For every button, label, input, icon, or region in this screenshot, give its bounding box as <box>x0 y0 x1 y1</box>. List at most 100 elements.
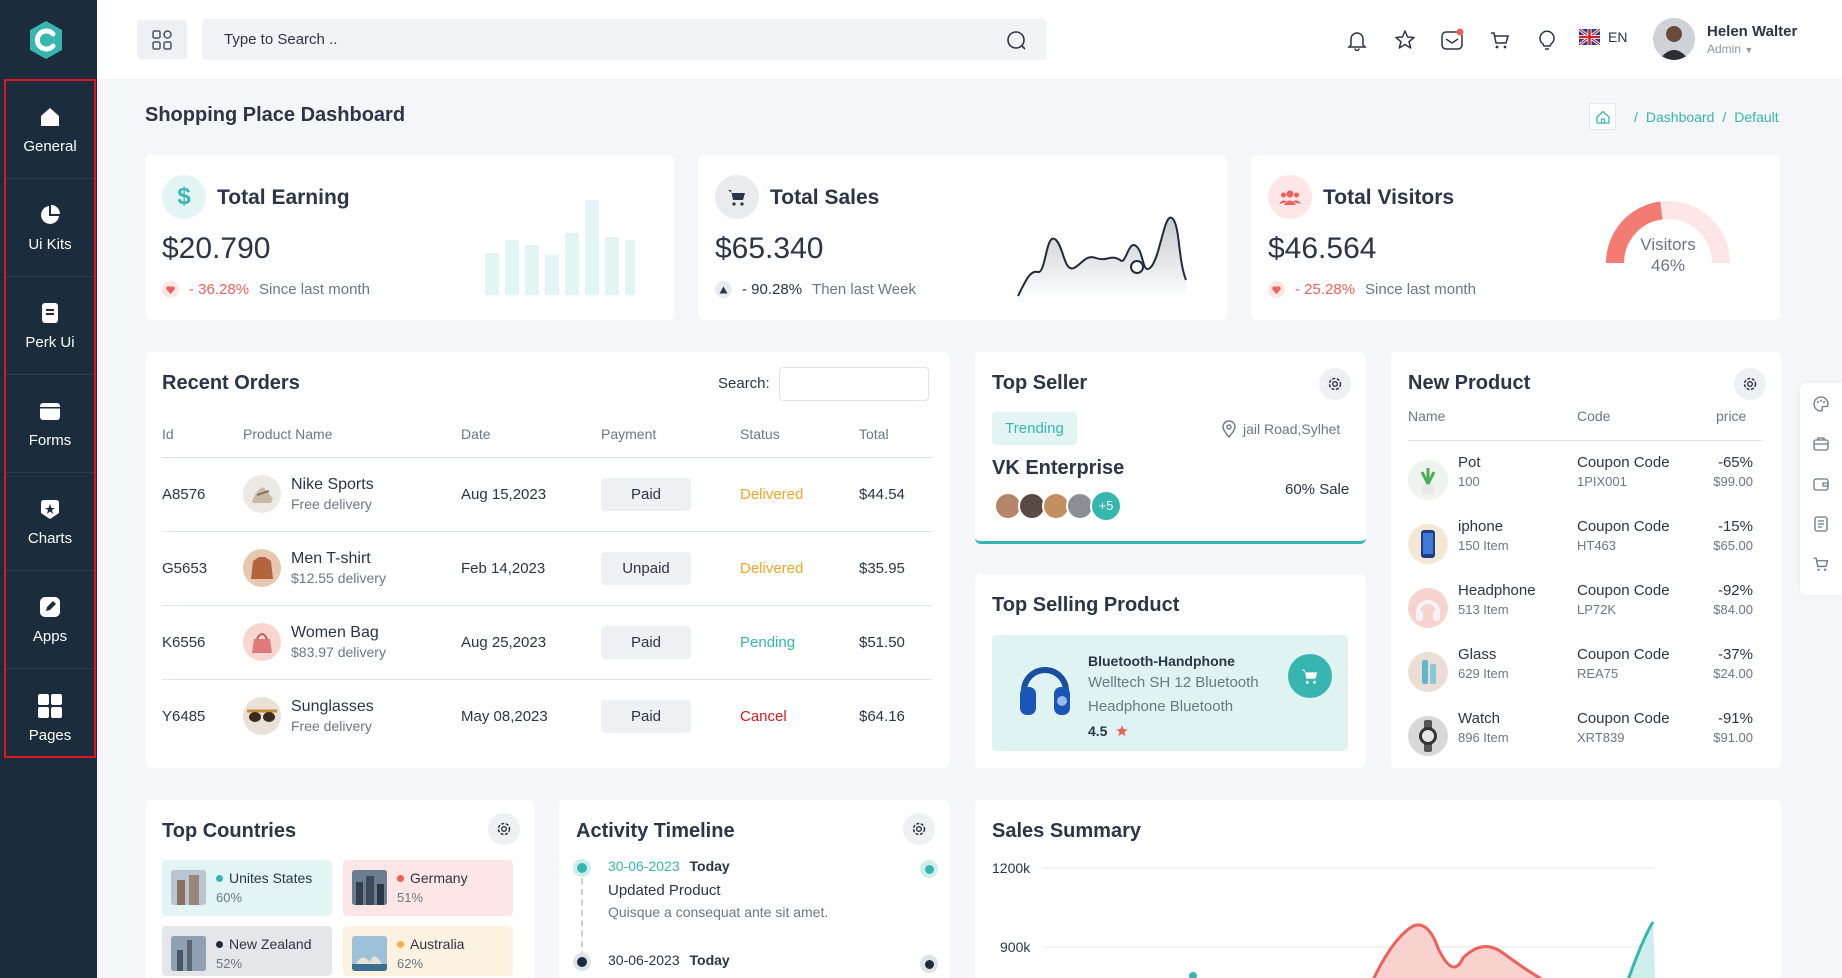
sidebar-item-charts[interactable]: Charts <box>6 473 94 571</box>
list-item[interactable]: Pot 100 Coupon Code 1PIX001 -65% $99.00 <box>1408 452 1753 516</box>
star-icon[interactable] <box>1392 27 1418 53</box>
rating-value: 4.5 <box>1088 723 1108 739</box>
visitors-gauge <box>1606 201 1730 264</box>
table-row[interactable]: K6556 Women Bag $83.97 delivery Aug 25,20… <box>162 605 932 680</box>
mail-icon[interactable] <box>1439 27 1465 53</box>
cart-icon[interactable] <box>1800 545 1842 583</box>
list-item[interactable]: Headphone 513 Item Coupon Code LP72K -92… <box>1408 580 1753 644</box>
search-input[interactable] <box>202 19 962 60</box>
column-header: Payment <box>601 412 740 458</box>
document-icon <box>37 300 63 326</box>
home-icon[interactable] <box>1589 103 1616 130</box>
user-name[interactable]: Helen Walter <box>1707 23 1798 40</box>
card-title: Top Selling Product <box>992 594 1180 616</box>
list-item[interactable]: Glass 629 Item Coupon Code REA75 -37% $2… <box>1408 644 1753 708</box>
order-date: May 08,2023 <box>461 707 548 725</box>
uk-flag-icon <box>1579 29 1600 45</box>
top-selling-product-card: Top Selling Product Bluetooth-Handphone … <box>975 574 1366 768</box>
table-row[interactable]: G5653 Men T-shirt $12.55 delivery Feb 14,… <box>162 531 932 606</box>
timeline-item: 30-06-2023 Today <box>608 952 730 968</box>
notes-icon[interactable] <box>1800 505 1842 543</box>
sidebar-item-ui-kits[interactable]: Ui Kits <box>6 179 94 277</box>
country-item-new-zealand[interactable]: New Zealand 52% <box>162 926 332 976</box>
gear-icon[interactable] <box>488 813 520 845</box>
search-icon[interactable] <box>1005 29 1027 51</box>
sidebar-item-general[interactable]: General <box>6 81 94 179</box>
card-title: Activity Timeline <box>576 820 735 842</box>
sidebar-item-perk-ui[interactable]: Perk Ui <box>6 277 94 375</box>
card-title: Top Countries <box>162 820 297 842</box>
code-label: Coupon Code <box>1577 582 1670 599</box>
seller-location: jail Road,Sylhet <box>1221 420 1340 438</box>
orders-search-input[interactable] <box>779 367 929 401</box>
earning-bar <box>605 237 619 295</box>
price: $24.00 <box>1713 666 1753 681</box>
table-row[interactable]: A8576 Nike Sports Free delivery Aug 15,20… <box>162 457 932 532</box>
product-sub: Free delivery <box>291 496 372 512</box>
sidebar-item-forms[interactable]: Forms <box>6 375 94 473</box>
order-date: Feb 14,2023 <box>461 531 601 606</box>
list-item[interactable]: iphone 150 Item Coupon Code HT463 -15% $… <box>1408 516 1753 580</box>
gear-icon[interactable] <box>1734 368 1766 400</box>
cart-icon <box>1301 669 1318 684</box>
palette-icon[interactable] <box>1800 385 1842 423</box>
language-selector[interactable]: EN <box>1579 29 1627 45</box>
logo-icon[interactable] <box>24 18 68 62</box>
sidebar-item-label: Apps <box>32 628 68 645</box>
cart-icon[interactable] <box>1487 27 1513 53</box>
product-name: Watch <box>1458 710 1500 727</box>
bell-icon[interactable] <box>1344 27 1370 53</box>
sidebar-item-pages[interactable]: Pages <box>6 669 94 767</box>
location-text: jail Road,Sylhet <box>1243 421 1341 437</box>
user-role[interactable]: Admin ▼ <box>1707 42 1753 56</box>
briefcase-icon[interactable] <box>1800 425 1842 463</box>
add-to-cart-button[interactable] <box>1288 654 1332 698</box>
product-sub: $12.55 delivery <box>291 570 386 586</box>
cart-icon <box>715 175 759 219</box>
column-header: Date <box>461 412 601 458</box>
avatar[interactable] <box>994 492 1022 520</box>
timeline-day: Today <box>689 952 730 968</box>
dollar-icon: $ <box>162 175 206 219</box>
country-item-united-states[interactable]: Unites States 60% <box>162 860 332 916</box>
headphone-icon <box>1020 667 1070 715</box>
code-label: Coupon Code <box>1577 710 1670 727</box>
country-name: New Zealand <box>229 936 312 952</box>
avatar[interactable] <box>1653 18 1695 60</box>
list-item[interactable]: Watch 896 Item Coupon Code XRT839 -91% $… <box>1408 708 1753 772</box>
sidebar-item-apps[interactable]: Apps <box>6 571 94 669</box>
country-item-australia[interactable]: Australia 62% <box>343 926 513 976</box>
gear-icon[interactable] <box>903 813 935 845</box>
product-name: Glass <box>1458 646 1497 663</box>
sales-area <box>1373 925 1540 978</box>
sales-sparkline <box>1017 216 1187 300</box>
gauge-fill <box>1606 201 1663 264</box>
column-header: Total <box>859 412 932 458</box>
price: $99.00 <box>1713 474 1753 489</box>
gear-icon[interactable] <box>1319 368 1351 400</box>
order-id: G5653 <box>162 531 243 606</box>
lightbulb-icon[interactable] <box>1534 27 1560 53</box>
timeline-date: 30-06-2023 <box>608 858 680 874</box>
breadcrumb-link-dashboard[interactable]: Dashboard <box>1645 108 1715 125</box>
apps-grid-button[interactable] <box>137 20 187 59</box>
more-avatars-badge[interactable]: +5 <box>1090 490 1122 522</box>
earning-bar <box>485 253 499 295</box>
order-id: Y6485 <box>162 707 206 725</box>
y-tick-label: 1200k <box>992 860 1031 876</box>
trending-badge: Trending <box>992 412 1077 445</box>
stat-change: - 25.28% Since last month <box>1268 281 1476 298</box>
product-desc: Headphone Bluetooth <box>1088 698 1234 715</box>
country-item-germany[interactable]: Germany 51% <box>343 860 513 916</box>
side-toolbar <box>1800 383 1842 595</box>
table-row[interactable]: Y6485 Sunglasses Free delivery May 08,202… <box>162 679 932 753</box>
coupon-code: LP72K <box>1577 602 1617 617</box>
coupon-code: HT463 <box>1577 538 1617 553</box>
product-highlight[interactable]: Bluetooth-Handphone Welltech SH 12 Bluet… <box>992 635 1348 751</box>
timeline-marker <box>920 860 938 878</box>
product-cell: Sunglasses Free delivery <box>243 697 461 736</box>
wallet-icon[interactable] <box>1800 465 1842 503</box>
product-cell: Nike Sports Free delivery <box>243 475 461 513</box>
stat-title: Total Sales <box>770 186 880 209</box>
product-sub: 896 Item <box>1458 730 1509 745</box>
